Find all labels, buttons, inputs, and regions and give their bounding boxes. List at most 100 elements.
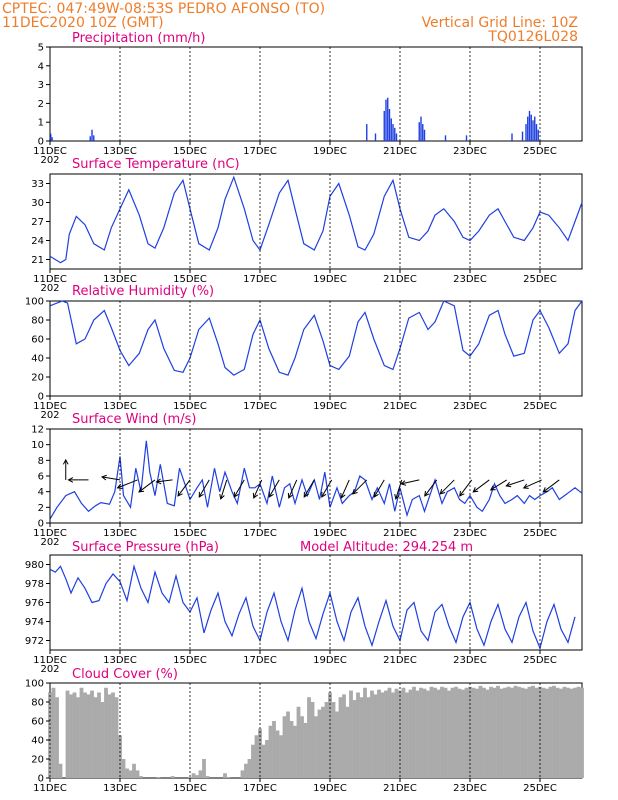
wind-arrow-head <box>424 490 430 497</box>
wind-arrow-15 <box>340 479 350 499</box>
precip-bar-2 <box>89 136 91 141</box>
wind-arrow-3 <box>116 479 138 490</box>
cloud-bar-113 <box>443 687 448 778</box>
cloud-ytick-label: 80 <box>31 698 44 709</box>
wind-arrow-head <box>252 492 259 499</box>
xtick-label-19DEC: 19DEC <box>313 401 347 412</box>
cloud-bar-67 <box>282 716 287 778</box>
cloud-bar-129 <box>499 688 504 778</box>
xtick-label-23DEC: 23DEC <box>453 528 487 539</box>
xtick-label-17DEC: 17DEC <box>243 655 277 666</box>
cloud-bar-111 <box>436 689 441 778</box>
precip-bar-28 <box>534 116 536 141</box>
cloud-bar-66 <box>279 735 283 778</box>
xtick-label-13DEC: 13DEC <box>103 783 137 794</box>
cloud-bar-131 <box>506 686 511 778</box>
wind-arrow-head <box>233 491 239 498</box>
precip-bar-30 <box>537 129 539 141</box>
cloud-bar-130 <box>503 687 507 778</box>
precip-ytick-label: 5 <box>38 43 44 54</box>
wind-arrow-1 <box>67 477 89 483</box>
cloud-bar-78 <box>321 706 325 778</box>
cloud-bar-16 <box>104 687 108 778</box>
cloud-bar-122 <box>475 688 479 778</box>
xtick-year-label: 202 <box>40 537 59 548</box>
wind-arrow-18 <box>394 479 403 500</box>
cloud-bar-141 <box>541 687 546 778</box>
precip-bar-26 <box>530 114 532 141</box>
rh-ytick-label: 20 <box>31 373 44 384</box>
xtick-label-15DEC: 15DEC <box>173 401 207 412</box>
cloud-bar-64 <box>272 721 276 778</box>
panel-temp: 21 24 27 30 33 11DEC 13DEC 15DEC 17DEC 19DEC 21DEC… <box>31 157 583 294</box>
wind-arrow-shaft <box>490 479 508 491</box>
precip-bar-14 <box>395 133 398 141</box>
wind-arrow-shaft <box>439 479 455 495</box>
wind-arrow-11 <box>268 479 280 498</box>
xtick-label-23DEC: 23DEC <box>453 655 487 666</box>
xtick-label-19DEC: 19DEC <box>313 274 347 285</box>
model-id: TQ0126L028 <box>487 29 578 45</box>
xtick-year-label: 202 <box>40 283 59 294</box>
precip-ytick-label: 1 <box>38 118 44 129</box>
cloud-bar-73 <box>303 722 308 778</box>
grid-line-note: Vertical Grid Line: 10Z <box>422 15 578 31</box>
cloud-bar-139 <box>534 687 539 778</box>
cloud-bar-23 <box>128 770 133 778</box>
wind-arrow-head <box>219 493 225 500</box>
cloud-bar-125 <box>485 689 490 778</box>
wind-arrow-head <box>373 491 379 498</box>
rh-title: Relative Humidity (%) <box>72 284 214 299</box>
pressure-ytick-label: 976 <box>25 598 44 609</box>
wind-arrow-shaft <box>117 479 138 489</box>
rh-frame <box>49 300 583 397</box>
wind-ytick-label: 4 <box>38 487 44 498</box>
xtick-label-25DEC: 25DEC <box>523 401 557 412</box>
xtick-label-25DEC: 25DEC <box>523 528 557 539</box>
precip-bar-9 <box>387 97 389 141</box>
cloud-bar-17 <box>107 694 112 778</box>
wind-arrow-shaft <box>373 479 385 498</box>
wind-arrow-head <box>138 487 145 493</box>
cloud-bar-128 <box>496 685 500 778</box>
cloud-bar-87 <box>352 700 357 778</box>
xtick-label-17DEC: 17DEC <box>243 401 277 412</box>
temp-ytick-label: 21 <box>31 255 44 266</box>
cloud-bar-124 <box>482 687 486 778</box>
cloud-bar-106 <box>419 687 423 778</box>
precip-bar-0 <box>50 133 52 141</box>
cloud-bar-93 <box>373 694 378 778</box>
cloud-bar-43 <box>198 770 203 778</box>
wind-arrow-head <box>321 491 327 498</box>
xtick-label-11DEC: 11DEC <box>33 528 67 539</box>
pressure-title: Surface Pressure (hPa) <box>72 540 219 555</box>
wind-arrow-head <box>472 487 479 493</box>
rh-ytick-label: 80 <box>31 316 44 327</box>
cloud-bar-42 <box>195 775 199 778</box>
precip-bar-21 <box>511 133 513 141</box>
wind-arrow-shaft <box>177 479 191 497</box>
cloud-bar-83 <box>338 697 343 778</box>
xtick-label-21DEC: 21DEC <box>383 783 417 794</box>
cloud-bar-116 <box>454 686 458 778</box>
xtick-label-21DEC: 21DEC <box>383 146 417 157</box>
cloud-bar-84 <box>342 694 346 778</box>
xtick-label-15DEC: 15DEC <box>173 655 207 666</box>
cloud-bar-96 <box>384 690 388 778</box>
wind-arrow-shaft <box>424 479 438 497</box>
precip-bar-19 <box>444 135 447 141</box>
precip-bar-24 <box>527 116 529 141</box>
wind-arrow-shaft <box>542 479 560 493</box>
pressure-ytick-label: 972 <box>25 636 44 647</box>
temp-ytick-label: 24 <box>31 236 44 247</box>
cloud-bar-102 <box>405 692 409 778</box>
wind-arrow-head <box>522 483 529 489</box>
precip-bar-15 <box>418 122 420 141</box>
xtick-label-19DEC: 19DEC <box>313 783 347 794</box>
cloud-bar-108 <box>426 690 430 778</box>
cloud-bar-56 <box>244 763 248 778</box>
cloud-bar-133 <box>513 685 518 778</box>
wind-arrow-shaft <box>352 479 368 495</box>
wind-arrow-9 <box>233 479 245 498</box>
wind-frame <box>49 428 583 524</box>
